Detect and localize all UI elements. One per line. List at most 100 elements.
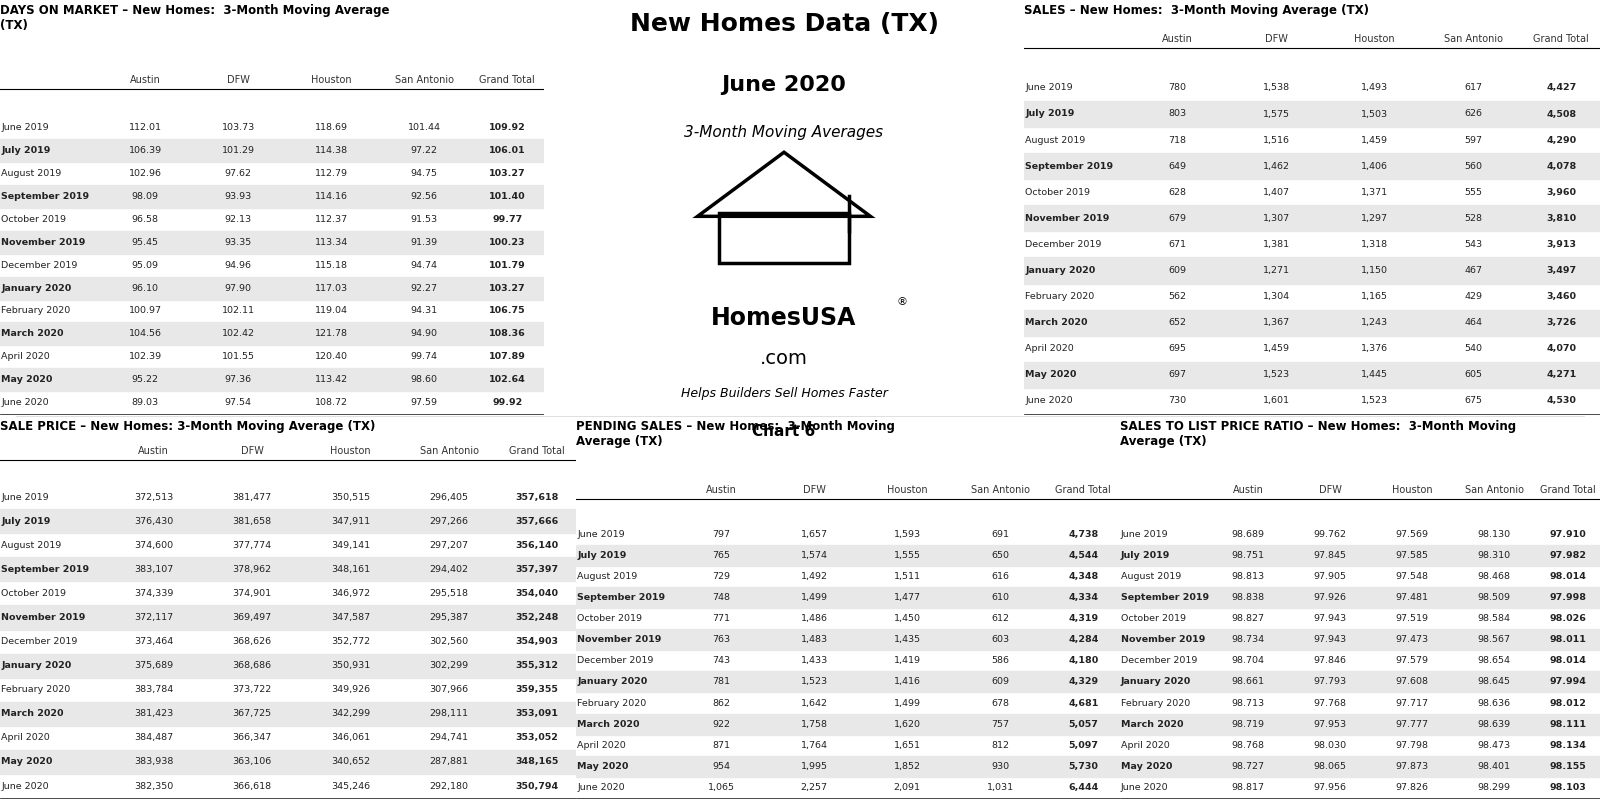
Text: 98.09: 98.09 — [131, 192, 158, 201]
Text: 366,618: 366,618 — [232, 782, 272, 790]
Text: 121.78: 121.78 — [315, 330, 347, 338]
Text: 609: 609 — [992, 678, 1010, 686]
Bar — [1024, 101, 1600, 127]
Text: 97.548: 97.548 — [1395, 572, 1429, 581]
Bar — [576, 714, 1120, 734]
Text: 96.58: 96.58 — [131, 215, 158, 224]
Text: SALES – New Homes:  3-Month Moving Average (TX): SALES – New Homes: 3-Month Moving Averag… — [1024, 4, 1370, 17]
Text: 97.793: 97.793 — [1314, 678, 1347, 686]
Text: DAYS ON MARKET – New Homes:  3-Month Moving Average
(TX): DAYS ON MARKET – New Homes: 3-Month Movi… — [0, 4, 389, 32]
Text: 5,097: 5,097 — [1069, 741, 1098, 750]
Bar — [720, 214, 850, 263]
Text: 295,518: 295,518 — [430, 589, 469, 598]
Text: May 2020: May 2020 — [2, 375, 53, 384]
Text: San Antonio: San Antonio — [395, 75, 454, 86]
Bar — [1024, 258, 1600, 283]
Text: 98.636: 98.636 — [1478, 698, 1510, 707]
Text: 757: 757 — [992, 720, 1010, 729]
Text: .com: .com — [760, 350, 808, 369]
Text: 91.53: 91.53 — [411, 215, 438, 224]
Text: 107.89: 107.89 — [490, 352, 526, 362]
Text: 1,381: 1,381 — [1262, 240, 1290, 249]
Text: 1,499: 1,499 — [800, 593, 827, 602]
Text: 1,406: 1,406 — [1362, 162, 1389, 170]
Text: 378,962: 378,962 — [232, 565, 272, 574]
Bar — [1120, 756, 1600, 777]
Text: 98.60: 98.60 — [411, 375, 438, 384]
Bar — [0, 368, 544, 391]
Text: 108.36: 108.36 — [490, 330, 526, 338]
Text: PENDING SALES – New Homes:  3-Month Moving
Average (TX): PENDING SALES – New Homes: 3-Month Movin… — [576, 420, 894, 448]
Text: 350,794: 350,794 — [515, 782, 558, 790]
Text: 1,243: 1,243 — [1362, 318, 1389, 327]
Text: December 2019: December 2019 — [1122, 656, 1197, 666]
Text: 377,774: 377,774 — [232, 541, 272, 550]
Text: 695: 695 — [1168, 344, 1187, 354]
Text: October 2019: October 2019 — [1122, 614, 1186, 623]
Text: 871: 871 — [712, 741, 730, 750]
Text: September 2019: September 2019 — [1026, 162, 1114, 170]
Text: 112.37: 112.37 — [315, 215, 347, 224]
Text: Houston: Houston — [1392, 485, 1432, 494]
Text: 748: 748 — [712, 593, 730, 602]
Text: July 2019: July 2019 — [1122, 550, 1170, 560]
Text: 97.826: 97.826 — [1395, 783, 1429, 792]
Text: 96.10: 96.10 — [131, 283, 158, 293]
Text: 94.31: 94.31 — [411, 306, 438, 315]
Text: 349,141: 349,141 — [331, 541, 370, 550]
Text: 605: 605 — [1464, 370, 1482, 379]
Text: 5,057: 5,057 — [1069, 720, 1098, 729]
Text: 350,515: 350,515 — [331, 493, 370, 502]
Text: 98.713: 98.713 — [1232, 698, 1264, 707]
Text: 97.910: 97.910 — [1549, 530, 1586, 538]
Text: 97.585: 97.585 — [1395, 550, 1429, 560]
Text: 89.03: 89.03 — [131, 398, 158, 407]
Text: 649: 649 — [1168, 162, 1187, 170]
Text: Helps Builders Sell Homes Faster: Helps Builders Sell Homes Faster — [680, 387, 888, 400]
Text: 97.473: 97.473 — [1395, 635, 1429, 644]
Text: 97.519: 97.519 — [1395, 614, 1429, 623]
Text: 97.943: 97.943 — [1314, 635, 1347, 644]
Text: 675: 675 — [1464, 396, 1482, 406]
Text: 4,284: 4,284 — [1069, 635, 1099, 644]
Text: 353,052: 353,052 — [515, 734, 558, 742]
Text: 98.689: 98.689 — [1232, 530, 1264, 538]
Text: 1,493: 1,493 — [1362, 83, 1389, 93]
Text: 812: 812 — [992, 741, 1010, 750]
Text: 99.77: 99.77 — [493, 215, 523, 224]
Text: August 2019: August 2019 — [578, 572, 637, 581]
Text: March 2020: March 2020 — [578, 720, 640, 729]
Text: 1,492: 1,492 — [800, 572, 827, 581]
Text: 1,523: 1,523 — [1262, 370, 1290, 379]
Text: 612: 612 — [992, 614, 1010, 623]
Text: 603: 603 — [990, 635, 1010, 644]
Text: 356,140: 356,140 — [515, 541, 558, 550]
Text: 628: 628 — [1168, 188, 1187, 197]
Text: Grand Total: Grand Total — [1533, 34, 1589, 44]
Text: 3-Month Moving Averages: 3-Month Moving Averages — [685, 125, 883, 140]
Text: May 2020: May 2020 — [2, 758, 53, 766]
Text: 103.27: 103.27 — [490, 283, 526, 293]
Text: 94.96: 94.96 — [224, 261, 251, 270]
Text: June 2020: June 2020 — [1026, 396, 1072, 406]
Text: January 2020: January 2020 — [2, 283, 72, 293]
Text: 1,271: 1,271 — [1262, 266, 1290, 275]
Text: 4,681: 4,681 — [1069, 698, 1099, 707]
Text: 3,810: 3,810 — [1546, 214, 1576, 223]
Text: 922: 922 — [712, 720, 730, 729]
Text: 2,257: 2,257 — [800, 783, 827, 792]
Text: SALES TO LIST PRICE RATIO – New Homes:  3-Month Moving
Average (TX): SALES TO LIST PRICE RATIO – New Homes: 3… — [1120, 420, 1517, 448]
Text: 100.23: 100.23 — [490, 238, 526, 247]
Text: 743: 743 — [712, 656, 730, 666]
Text: April 2020: April 2020 — [2, 352, 50, 362]
Text: March 2020: March 2020 — [1122, 720, 1184, 729]
Bar — [1120, 629, 1600, 650]
Text: 1,371: 1,371 — [1362, 188, 1389, 197]
Bar — [0, 322, 544, 346]
Text: New Homes Data (TX): New Homes Data (TX) — [629, 13, 939, 37]
Text: 98.734: 98.734 — [1232, 635, 1264, 644]
Text: 1,651: 1,651 — [894, 741, 920, 750]
Text: August 2019: August 2019 — [1122, 572, 1181, 581]
Text: 114.38: 114.38 — [315, 146, 347, 155]
Text: 3,960: 3,960 — [1546, 188, 1576, 197]
